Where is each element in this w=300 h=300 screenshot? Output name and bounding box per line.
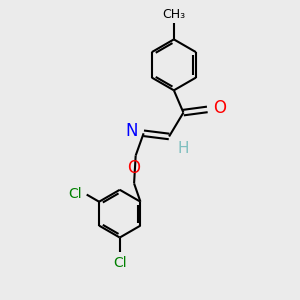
Text: CH₃: CH₃ xyxy=(162,8,185,21)
Text: H: H xyxy=(177,141,189,156)
Text: O: O xyxy=(127,159,140,177)
Text: Cl: Cl xyxy=(68,187,82,201)
Text: Cl: Cl xyxy=(113,256,127,270)
Text: O: O xyxy=(213,99,226,117)
Text: N: N xyxy=(126,122,138,140)
